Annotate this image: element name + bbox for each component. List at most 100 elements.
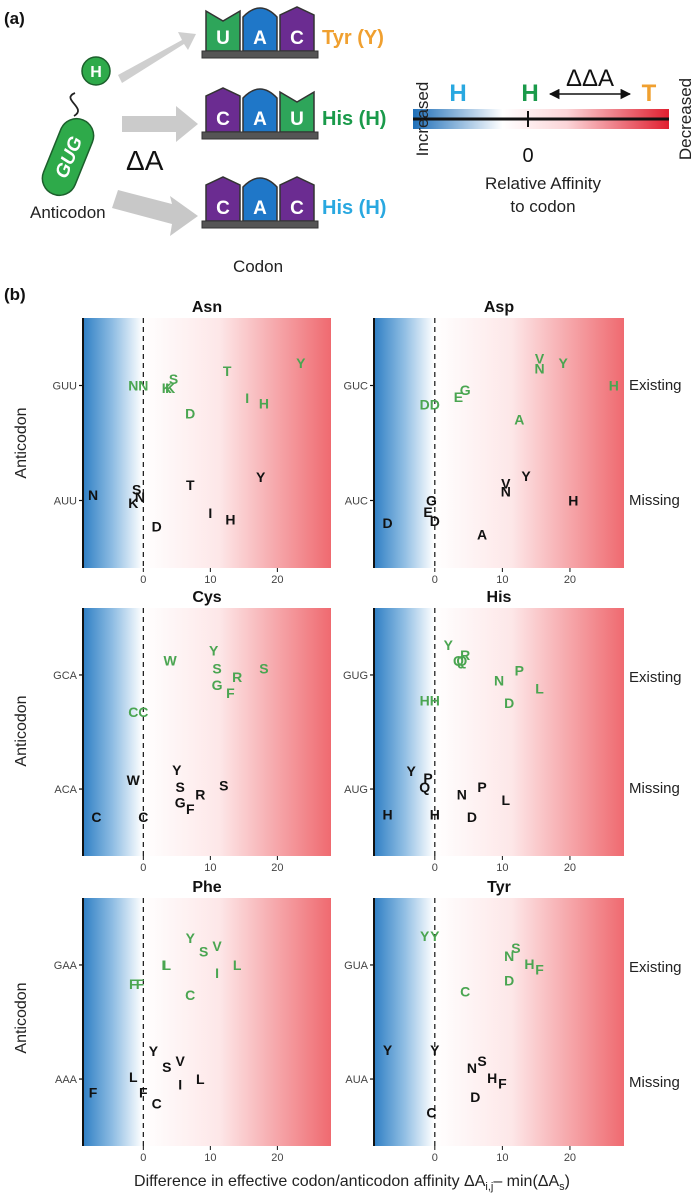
y-tick-label-existing: GUG bbox=[343, 670, 368, 682]
point-existing-V: V bbox=[535, 351, 545, 367]
x-tick-label: 0 bbox=[140, 574, 146, 586]
scale-h-left: H bbox=[449, 80, 466, 107]
x-tick-label: 10 bbox=[204, 1152, 216, 1164]
panel-title: Cys bbox=[192, 589, 221, 606]
point-missing-H: H bbox=[487, 1070, 497, 1086]
y-tick-label-missing: AUA bbox=[345, 1074, 368, 1086]
point-missing-R: R bbox=[195, 787, 205, 803]
ddA-label: ΔΔA bbox=[566, 65, 614, 92]
point-existing-S: S bbox=[212, 660, 221, 676]
x-axis-label-main: Difference in effective codon/anticodon … bbox=[134, 1173, 486, 1190]
codon-caption: Codon bbox=[233, 257, 283, 276]
y-axis-label-row3: Anticodon bbox=[13, 982, 30, 1053]
point-missing-H: H bbox=[382, 807, 392, 823]
point-missing-Y: Y bbox=[172, 762, 182, 778]
row-label-existing-2: Existing bbox=[629, 669, 682, 686]
x-axis-label: Difference in effective codon/anticodon … bbox=[134, 1173, 570, 1193]
point-existing-F: F bbox=[226, 685, 235, 701]
panel-title: Asp bbox=[484, 299, 514, 316]
point-missing-A: A bbox=[477, 526, 487, 542]
x-tick-label: 0 bbox=[432, 1152, 438, 1164]
anticodon-label: Anticodon bbox=[30, 203, 106, 222]
arrow-to-tyr bbox=[118, 32, 196, 83]
point-missing-S: S bbox=[132, 481, 141, 497]
point-existing-Y: Y bbox=[444, 637, 454, 653]
point-missing-C: C bbox=[91, 809, 101, 825]
panel-background bbox=[83, 608, 331, 856]
point-missing-W: W bbox=[127, 772, 141, 788]
row-label-missing-1: Missing bbox=[629, 492, 680, 509]
panel-background bbox=[374, 608, 624, 856]
codon-stack-2: C A C His (H) bbox=[201, 176, 386, 229]
codon-base-letter: A bbox=[253, 28, 267, 49]
point-missing-F: F bbox=[139, 1084, 148, 1100]
point-existing-D: D bbox=[504, 973, 514, 989]
point-missing-P: P bbox=[423, 770, 432, 786]
codon-base-letter: C bbox=[290, 28, 304, 49]
point-existing-C: C bbox=[138, 704, 148, 720]
x-tick-label: 0 bbox=[432, 574, 438, 586]
point-existing-V: V bbox=[212, 938, 222, 954]
point-existing-N: N bbox=[534, 361, 544, 377]
point-missing-G: G bbox=[175, 794, 186, 810]
point-missing-K: K bbox=[128, 495, 138, 511]
codon-base-letter: U bbox=[216, 28, 230, 49]
point-missing-N: N bbox=[88, 487, 98, 503]
point-existing-Y: Y bbox=[296, 355, 306, 371]
point-missing-N: N bbox=[457, 787, 467, 803]
point-existing-Y: Y bbox=[209, 642, 219, 658]
x-axis-label-tail: – min(ΔA bbox=[493, 1173, 559, 1190]
panel-title: Asn bbox=[192, 299, 222, 316]
x-axis-label-sub2: s bbox=[559, 1181, 565, 1193]
x-axis-label-sub: i,j bbox=[485, 1181, 493, 1193]
row-label-missing-3: Missing bbox=[629, 1074, 680, 1091]
codon-base-shape-0-1 bbox=[242, 7, 278, 52]
point-existing-N: N bbox=[138, 378, 148, 394]
point-missing-Y: Y bbox=[406, 763, 416, 779]
arrow-to-his-cau bbox=[122, 106, 198, 142]
codon-base-letter: C bbox=[216, 109, 230, 130]
point-existing-L: L bbox=[535, 680, 544, 696]
point-missing-L: L bbox=[196, 1071, 205, 1087]
x-tick-label: 10 bbox=[496, 1152, 508, 1164]
point-existing-W: W bbox=[164, 652, 178, 668]
point-missing-S: S bbox=[219, 778, 228, 794]
point-missing-D: D bbox=[470, 1089, 480, 1105]
point-missing-Y: Y bbox=[383, 1042, 393, 1058]
x-tick-label: 20 bbox=[564, 574, 576, 586]
scale-increased-label: Increased bbox=[413, 82, 432, 157]
point-missing-D: D bbox=[430, 513, 440, 529]
point-missing-N: N bbox=[467, 1060, 477, 1076]
point-existing-Y: Y bbox=[559, 355, 569, 371]
y-axis-label-row2: Anticodon bbox=[13, 695, 30, 766]
point-existing-Y: Y bbox=[186, 930, 196, 946]
point-existing-L: L bbox=[233, 957, 242, 973]
panel-background bbox=[374, 898, 624, 1146]
point-missing-L: L bbox=[501, 792, 510, 808]
codon-stacks: U A C Tyr (Y) C A U His (H) C A C His (H) bbox=[201, 6, 386, 229]
point-existing-S: S bbox=[169, 371, 178, 387]
point-existing-I: I bbox=[245, 390, 249, 406]
codon-base-letter: C bbox=[216, 198, 230, 219]
y-tick-label-existing: GUA bbox=[344, 960, 369, 972]
delta-a-label: ΔA bbox=[126, 145, 164, 176]
codon-aa-label: His (H) bbox=[322, 108, 386, 130]
x-tick-label: 10 bbox=[204, 862, 216, 874]
point-existing-Q: Q bbox=[453, 652, 464, 668]
point-missing-I: I bbox=[208, 505, 212, 521]
point-existing-S: S bbox=[511, 940, 520, 956]
panel-background bbox=[83, 318, 331, 568]
point-missing-L: L bbox=[129, 1069, 138, 1085]
x-tick-label: 0 bbox=[432, 862, 438, 874]
scale-caption-line1: Relative Affinity bbox=[485, 174, 601, 193]
point-missing-C: C bbox=[138, 809, 148, 825]
point-missing-F: F bbox=[498, 1076, 507, 1092]
point-existing-S: S bbox=[259, 660, 268, 676]
point-missing-V: V bbox=[176, 1053, 186, 1069]
